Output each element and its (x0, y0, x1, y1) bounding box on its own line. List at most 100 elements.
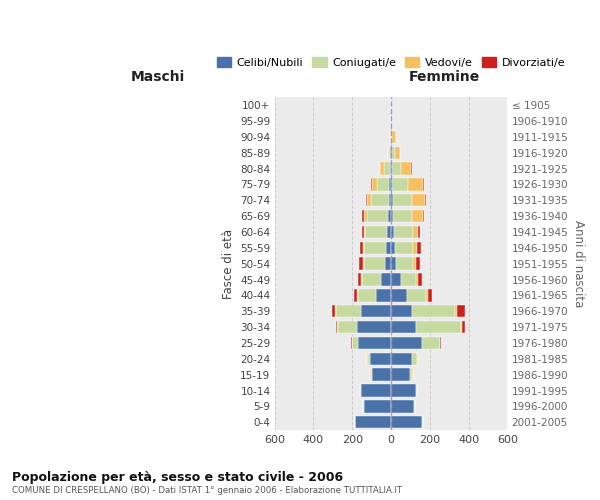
Text: Femmine: Femmine (409, 70, 480, 84)
Bar (382, 274, 391, 285)
Bar (358, 274, 361, 285)
Bar (391, 194, 392, 206)
Text: Popolazione per età, sesso e stato civile - 2006: Popolazione per età, sesso e stato civil… (12, 471, 343, 484)
Bar (371, 194, 389, 206)
Bar (391, 337, 422, 349)
Bar (389, 146, 391, 159)
Bar (401, 162, 412, 174)
Bar (392, 194, 412, 206)
Bar (391, 115, 392, 127)
Bar (391, 384, 416, 396)
Bar (361, 305, 391, 318)
Bar (392, 178, 407, 190)
Bar (391, 162, 392, 174)
Bar (360, 242, 363, 254)
Bar (385, 258, 391, 270)
Bar (392, 130, 396, 143)
Bar (388, 146, 389, 159)
Bar (391, 352, 412, 365)
Bar (407, 289, 426, 302)
Bar (358, 289, 376, 302)
Bar (371, 368, 391, 381)
Bar (391, 416, 422, 428)
Bar (416, 384, 417, 396)
Bar (362, 274, 382, 285)
Bar (362, 226, 364, 238)
Bar (395, 146, 400, 159)
Bar (393, 210, 412, 222)
Bar (416, 321, 461, 334)
Bar (391, 242, 395, 254)
Bar (364, 258, 385, 270)
Bar (396, 258, 413, 270)
Bar (413, 226, 418, 238)
Bar (391, 130, 392, 143)
Bar (462, 321, 465, 334)
Bar (357, 321, 391, 334)
Bar (423, 210, 424, 222)
Bar (372, 178, 377, 190)
Bar (440, 337, 442, 349)
Bar (401, 274, 416, 285)
Bar (390, 162, 391, 174)
Bar (391, 368, 410, 381)
Bar (370, 352, 391, 365)
Bar (455, 305, 457, 318)
Bar (336, 321, 337, 334)
Bar (391, 400, 415, 412)
Y-axis label: Fasce di età: Fasce di età (221, 228, 235, 298)
Bar (377, 178, 389, 190)
Bar (388, 210, 391, 222)
Y-axis label: Anni di nascita: Anni di nascita (572, 220, 585, 308)
Bar (350, 337, 352, 349)
Bar (391, 289, 407, 302)
Bar (364, 400, 391, 412)
Bar (387, 226, 391, 238)
Bar (407, 178, 423, 190)
Bar (391, 210, 393, 222)
Bar (416, 258, 420, 270)
Bar (355, 416, 391, 428)
Bar (412, 194, 425, 206)
Bar (359, 258, 363, 270)
Bar (413, 258, 416, 270)
Bar (391, 258, 396, 270)
Bar (367, 210, 388, 222)
Bar (391, 305, 412, 318)
Text: Maschi: Maschi (131, 70, 185, 84)
Bar (332, 305, 335, 318)
Bar (412, 210, 423, 222)
Bar (362, 210, 364, 222)
Bar (413, 242, 417, 254)
Bar (410, 368, 412, 381)
Bar (389, 194, 391, 206)
Bar (364, 210, 367, 222)
Text: COMUNE DI CRESPELLANO (BO) - Dati ISTAT 1° gennaio 2006 - Elaborazione TUTTITALI: COMUNE DI CRESPELLANO (BO) - Dati ISTAT … (12, 486, 402, 495)
Bar (392, 162, 401, 174)
Bar (364, 226, 365, 238)
Bar (422, 337, 440, 349)
Bar (391, 274, 401, 285)
Bar (336, 305, 361, 318)
Bar (367, 194, 371, 206)
Bar (353, 289, 358, 302)
Bar (352, 337, 358, 349)
Bar (358, 337, 391, 349)
Bar (364, 242, 386, 254)
Bar (395, 242, 413, 254)
Bar (394, 226, 413, 238)
Bar (391, 321, 416, 334)
Bar (418, 274, 422, 285)
Bar (428, 289, 432, 302)
Bar (417, 242, 421, 254)
Bar (380, 162, 384, 174)
Bar (386, 242, 391, 254)
Bar (391, 178, 392, 190)
Bar (426, 289, 428, 302)
Bar (461, 321, 462, 334)
Bar (416, 274, 418, 285)
Bar (412, 352, 417, 365)
Bar (338, 321, 357, 334)
Bar (392, 146, 395, 159)
Bar (391, 226, 394, 238)
